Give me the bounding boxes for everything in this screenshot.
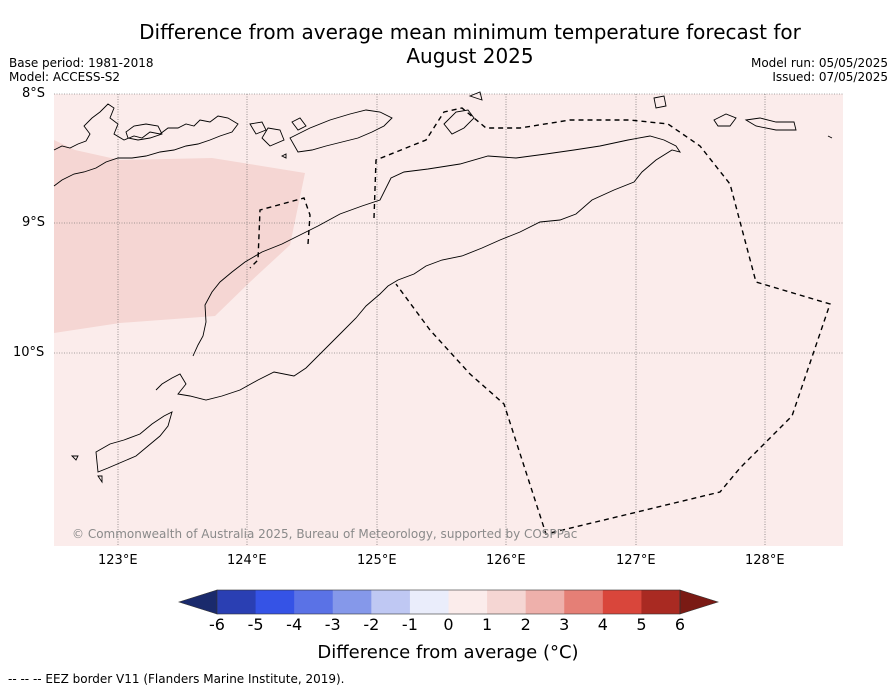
- colorbar-tick-label: -1: [401, 615, 418, 634]
- colorbar-tick-label: -6: [209, 615, 225, 634]
- lon-label-126e: 126°E: [486, 553, 526, 568]
- model-run: Model run: 05/05/2025: [750, 56, 888, 70]
- lon-label-125e: 125°E: [357, 553, 397, 568]
- graticule: [54, 93, 843, 546]
- map-title-line2: August 2025: [406, 44, 534, 68]
- lon-label-128e: 128°E: [745, 553, 785, 568]
- eez-footnote: -- -- -- EEZ border V11 (Flanders Marine…: [8, 672, 345, 686]
- map-title-line1: Difference from average mean minimum tem…: [139, 20, 801, 44]
- lat-label-8s: 8°S: [22, 86, 46, 101]
- colorbar-segment: [602, 590, 642, 614]
- lat-label-10s: 10°S: [13, 345, 45, 360]
- colorbar: [178, 589, 719, 615]
- colorbar-segment: [371, 590, 411, 614]
- colorbar-tick-label: 0: [443, 615, 454, 634]
- base-period: Base period: 1981-2018: [9, 56, 154, 70]
- model-name: Model: ACCESS-S2: [9, 70, 121, 84]
- eez-border: [249, 107, 831, 535]
- colorbar-tick-label: 5: [636, 615, 647, 634]
- colorbar-extend-high: [679, 589, 719, 615]
- colorbar-tick-label: 2: [520, 615, 531, 634]
- colorbar-tick-label: -2: [363, 615, 380, 634]
- colorbar-tick-label: 6: [674, 615, 686, 634]
- colorbar-label: Difference from average (°C): [317, 642, 579, 663]
- colorbar-tick-label: 1: [481, 615, 493, 634]
- colorbar-tick-label: -3: [324, 615, 341, 634]
- copyright-watermark: © Commonwealth of Australia 2025, Bureau…: [72, 527, 577, 541]
- colorbar-segment: [409, 590, 449, 614]
- lon-label-127e: 127°E: [616, 553, 656, 568]
- colorbar-tick-label: -5: [247, 615, 264, 634]
- lat-label-9s: 9°S: [22, 215, 46, 230]
- colorbar-segment: [487, 590, 527, 614]
- issued-date: Issued: 07/05/2025: [772, 70, 888, 84]
- colorbar-segment: [525, 590, 565, 614]
- colorbar-segment: [448, 590, 488, 614]
- colorbar-segment: [255, 590, 295, 614]
- colorbar-border: [216, 589, 681, 615]
- lon-label-124e: 124°E: [227, 553, 267, 568]
- coastlines: [53, 91, 833, 484]
- colorbar-tick-label: 3: [559, 615, 570, 634]
- colorbar-extend-low: [178, 589, 218, 615]
- colorbar-segment: [217, 590, 257, 614]
- colorbar-segment: [294, 590, 334, 614]
- colorbar-tick-label: 4: [597, 615, 608, 634]
- colorbar-segment: [564, 590, 604, 614]
- colorbar-segment: [332, 590, 372, 614]
- lon-label-123e: 123°E: [98, 553, 138, 568]
- colorbar-segment: [641, 590, 681, 614]
- colorbar-tick-label: -4: [286, 615, 303, 634]
- warm-anomaly-region: [54, 140, 305, 333]
